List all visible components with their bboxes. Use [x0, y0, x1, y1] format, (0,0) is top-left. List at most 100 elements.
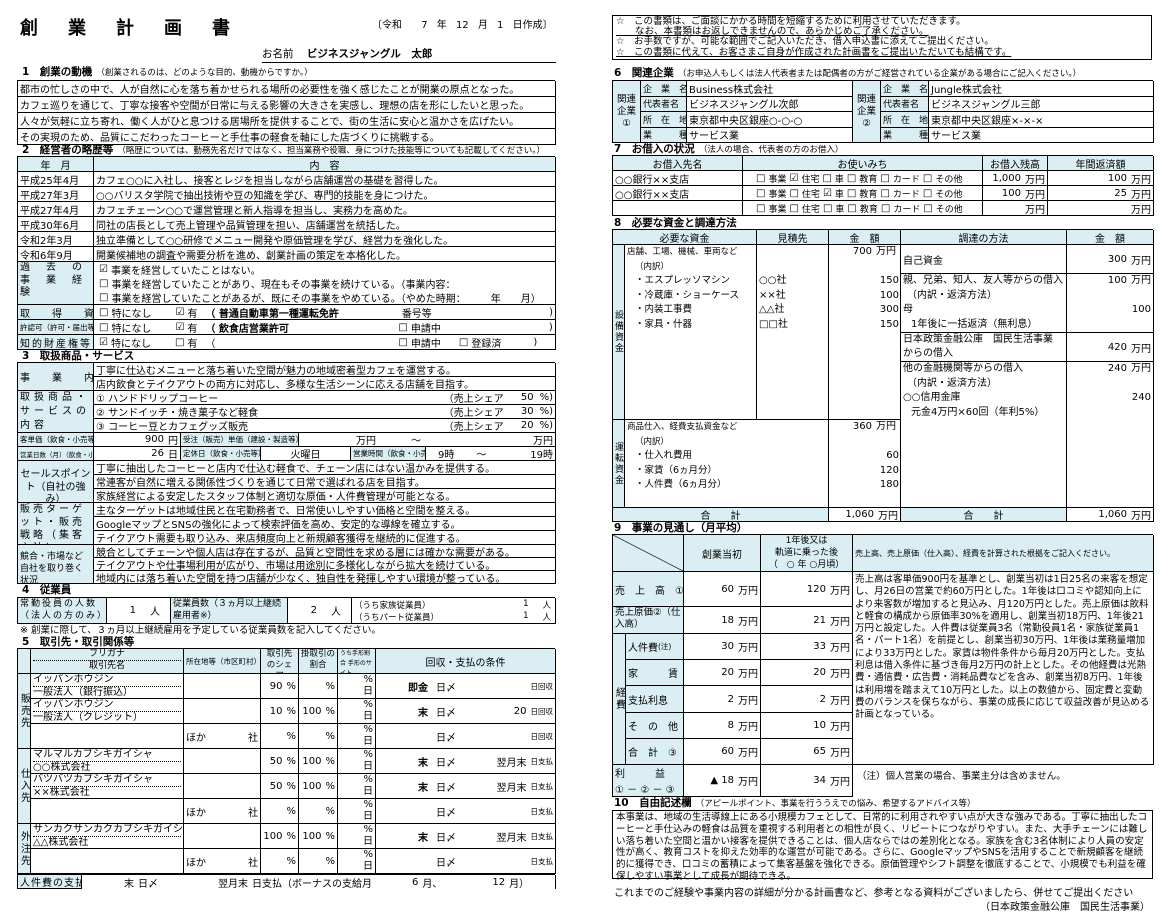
representative[interactable]: ビジネスジャングル三郎 [929, 96, 1154, 112]
share[interactable]: 50% [261, 749, 299, 774]
sales-point-line[interactable]: 丁寧に抽出したコーヒーと店内で仕込む軽食で、チェーン店にはない温かみを提供する。 [94, 461, 556, 475]
family-loan[interactable]: 親、兄弟、知人、友人等からの借入 （内訳・返済方法） 母 1年後に一括返済（無利息） [901, 274, 1067, 333]
checkbox-use[interactable] [756, 203, 765, 214]
ip-value[interactable]: （ [205, 338, 216, 350]
industry[interactable]: サービス業 [687, 127, 853, 143]
company-name[interactable]: Business株式会社 [687, 81, 853, 97]
balance[interactable]: 万円 [983, 201, 1048, 216]
lender[interactable]: ○○銀行××支店 [613, 171, 743, 186]
value-initial[interactable]: 8 万円 [684, 713, 761, 739]
career-date[interactable]: 平成27年4月 [18, 202, 94, 217]
career-date[interactable]: 平成30年6月 [18, 217, 94, 232]
unit-price-field[interactable]: 900 円 [94, 433, 181, 447]
tegata[interactable]: % 日 [338, 724, 376, 749]
partner-name[interactable] [31, 724, 184, 749]
motivation-line[interactable]: 人々が気軽に立ち寄れ、働く人がひと息つける居場所を提供することで、街の生活に安心… [18, 113, 556, 129]
business-line[interactable]: 店内飲食とテイクアウトの両方に対応し、多様な生活シーンに応える店舗を目指す。 [94, 377, 556, 391]
partner-name[interactable] [31, 799, 184, 824]
checkbox-none[interactable] [99, 307, 108, 318]
balance[interactable]: 100 万円 [983, 186, 1048, 201]
market-line[interactable]: テイクアウトや仕事場利用が広がり、市場は用途別に多様化しながら拡大を続けている。 [94, 558, 556, 571]
value-initial[interactable]: 20 万円 [684, 660, 761, 686]
motivation-line[interactable]: カフェ巡りを通じて、丁寧な接客や空間が日常に与える影響の大きさを実感し、理想の店… [18, 97, 556, 113]
value-later[interactable]: 21 万円 [761, 607, 853, 634]
credit-ratio[interactable]: 100% [299, 699, 338, 724]
tegata[interactable]: % 日 [338, 699, 376, 724]
career-text[interactable]: カフェ○○に入社し、接客とレジを担当しながら店舗運営の基礎を習得した。 [94, 172, 556, 187]
product-share[interactable]: 30 [520, 406, 534, 417]
credit-ratio[interactable]: % [299, 799, 338, 824]
address[interactable]: 東京都中央区銀座○-○-○ [687, 112, 853, 128]
checkbox-use[interactable] [823, 188, 832, 199]
checkbox-use[interactable] [923, 188, 932, 199]
partner-name[interactable] [31, 849, 184, 874]
date-day[interactable]: 1 [497, 20, 504, 31]
balance[interactable]: 1,000 万円 [983, 171, 1048, 186]
motivation-line[interactable]: 都市の忙しさの中で、人が自然に心を落ち着かせられる場所の必要性を強く感じたことが… [18, 81, 556, 97]
hours-field[interactable]: 9時 ～ 19時 [426, 447, 556, 461]
jfc-loan-amount[interactable]: 420 万円 [1067, 333, 1154, 362]
equipment-amounts[interactable]: 700 万円 150 100 300 150 [829, 245, 901, 420]
checkbox-none[interactable] [99, 322, 108, 333]
share[interactable]: % [261, 849, 299, 874]
terms[interactable]: 日〆 日支払 [376, 849, 556, 874]
terms[interactable]: 末日〆 翌月末 日支払 [376, 824, 556, 849]
checkbox-has[interactable] [175, 307, 184, 318]
career-date[interactable]: 平成25年4月 [18, 172, 94, 187]
tegata[interactable]: % 日 [338, 824, 376, 849]
sales-point-line[interactable]: 家族経営による安定したスタッフ体制と適切な原価・人件費管理が可能となる。 [94, 489, 556, 503]
annual-repayment[interactable]: 100 万円 [1048, 171, 1154, 186]
value-initial[interactable]: 60 万円 [684, 572, 761, 607]
credit-ratio[interactable]: 100% [299, 774, 338, 799]
other-count[interactable]: ほか 社 [184, 849, 261, 874]
credit-ratio[interactable]: 100% [299, 749, 338, 774]
checkbox-use[interactable] [789, 188, 798, 199]
checkbox[interactable] [99, 264, 108, 275]
terms[interactable]: 末日〆 翌月末 日支払 [376, 749, 556, 774]
career-text[interactable]: カフェチェーン○○で運営管理と新人指導を担当し、実務力を高めた。 [94, 202, 556, 217]
other-count[interactable]: ほか 社 [184, 799, 261, 824]
other-loan[interactable]: 他の金融機関等からの借入 （内訳・返済方法） ○○信用金庫 元金4万円×60回（年利5… [901, 362, 1067, 508]
checkbox-use[interactable] [923, 203, 932, 214]
career-text[interactable]: ○○バリスタ学院で抽出技術や豆の知識を学び、専門的技能を身につけた。 [94, 187, 556, 202]
share[interactable]: 10% [261, 699, 299, 724]
terms[interactable]: 日〆 日支払 [376, 799, 556, 824]
checkbox-has[interactable] [175, 337, 184, 348]
value-initial[interactable]: 30 万円 [684, 634, 761, 660]
target-line[interactable]: テイクアウト需要も取り込み、来店頻度向上と新規顧客獲得を継続的に促進する。 [94, 531, 556, 545]
business-line[interactable]: 丁寧に仕込むメニューと落ち着いた空間が魅力の地域密着型カフェを運営する。 [94, 363, 556, 377]
forecast-basis[interactable]: 売上高は客単価900円を基準とし、創業当初は1日25名の来客を想定し、月26日の… [853, 572, 1154, 765]
value-later[interactable]: 33 万円 [761, 634, 853, 660]
share[interactable]: % [261, 799, 299, 824]
product-share[interactable]: 50 [520, 392, 534, 403]
checkbox-has[interactable] [175, 322, 184, 333]
checkbox-use[interactable] [789, 203, 798, 214]
license-value[interactable]: （ 普通自動車第一種運転免許 [205, 308, 339, 320]
tegata[interactable]: % 日 [338, 799, 376, 824]
date-month[interactable]: 12 [455, 20, 469, 31]
credit-ratio[interactable]: 100% [299, 824, 338, 849]
checkbox-use[interactable] [880, 173, 889, 184]
payroll-terms[interactable]: 末日〆 翌月末 日支払（ボーナスの支給月 6 月、 12 月） [82, 875, 556, 889]
value-later[interactable]: 20 万円 [761, 660, 853, 686]
checkbox-none[interactable] [99, 337, 108, 348]
checkbox-use[interactable] [823, 203, 832, 214]
equipment-vendors[interactable]: ○○社 ××社 △△社 □□社 [757, 245, 829, 420]
share[interactable]: 100% [261, 824, 299, 849]
lender[interactable] [613, 201, 743, 216]
lender[interactable]: ○○銀行××支店 [613, 186, 743, 201]
working-amounts[interactable]: 360 万円 60 120 180 [829, 420, 901, 508]
career-text[interactable]: 独立準備として○○研修でメニュー開発や原価管理を学び、経営力を強化した。 [94, 232, 556, 247]
checkbox-use[interactable] [881, 203, 890, 214]
terms[interactable]: 末日〆 翌月末 日支払 [376, 774, 556, 799]
free-text-box[interactable]: 本事業は、地域の生活導線上にある小規模カフェとして、日常的に利用されやすい点が大… [612, 810, 1153, 882]
location[interactable] [184, 774, 261, 799]
other-loan-amount[interactable]: 240 万円 240 [1067, 362, 1154, 508]
partner-name[interactable]: イッパンホウジン 一般法人（クレジット） [31, 699, 184, 724]
permit-value[interactable]: （ 飲食店営業許可 [205, 323, 289, 335]
checkbox-use[interactable] [822, 173, 831, 184]
annual-repayment[interactable]: 万円 [1048, 201, 1154, 216]
share[interactable]: 90% [261, 674, 299, 699]
